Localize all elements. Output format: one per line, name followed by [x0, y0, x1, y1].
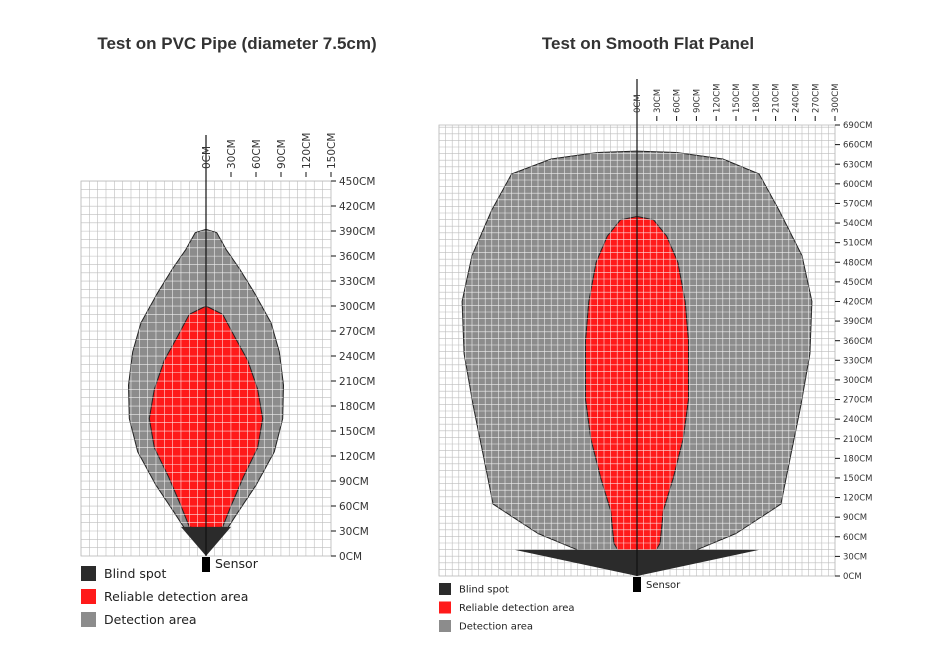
pvc-pipe-chart: Test on PVC Pipe (diameter 7.5cm) Sensor… — [80, 34, 377, 627]
pvc-x-tick-label: 120CM — [301, 133, 313, 169]
pvc-y-tick-label: 210CM — [339, 376, 375, 388]
panel-legend-swatch-blind — [439, 583, 451, 595]
panel-y-tick-label: 570CM — [843, 199, 873, 209]
pvc-x-tick-label: 60CM — [251, 139, 263, 169]
panel-x-tick-label: 30CM — [653, 89, 663, 113]
panel-x-tick-label: 90CM — [692, 89, 702, 113]
panel-legend-swatch-reliable — [439, 601, 451, 614]
panel-y-tick-label: 180CM — [843, 454, 873, 464]
panel-x-tick-label: 300CM — [831, 84, 841, 114]
flat-panel-chart: Test on Smooth Flat Panel Sensor 0CM 30CM 6… — [438, 34, 873, 633]
panel-x-tick-label: 150CM — [732, 84, 742, 114]
panel-y-tick-label: 120CM — [843, 494, 873, 504]
pvc-x-tick-label: 90CM — [276, 139, 288, 169]
panel-y-tick-label: 480CM — [843, 258, 873, 268]
panel-legend-label-blind: Blind spot — [459, 585, 509, 596]
pvc-y-tick-label: 150CM — [339, 426, 375, 438]
panel-y-tick-label: 390CM — [843, 317, 873, 327]
panel-legend: Blind spot Reliable detection area Detecti… — [439, 583, 575, 633]
panel-x-tick-label: 60CM — [673, 89, 683, 113]
pvc-y-tick-label: 60CM — [339, 501, 369, 513]
pvc-axes: Sensor 0CM 30CM 60CM 90CM 120CM 150CM 180CM 210C… — [201, 133, 375, 572]
panel-legend-swatch-detection — [439, 620, 451, 632]
panel-y-tick-label: 150CM — [843, 474, 873, 484]
pvc-legend-label-blind: Blind spot — [104, 566, 166, 581]
pvc-legend-swatch-reliable — [81, 589, 96, 604]
pvc-chart-title: Test on PVC Pipe (diameter 7.5cm) — [97, 34, 376, 53]
pvc-y-tick-label: 300CM — [339, 301, 375, 313]
panel-y-tick-label: 450CM — [843, 278, 873, 288]
panel-y-tick-label: 630CM — [843, 160, 873, 170]
pvc-y-tick-label: 390CM — [339, 226, 375, 238]
panel-y-tick-label: 660CM — [843, 141, 873, 151]
pvc-y-tick-label: 180CM — [339, 401, 375, 413]
panel-legend-label-detection: Detection area — [459, 622, 533, 633]
pvc-y-tick-label: 90CM — [339, 476, 369, 488]
pvc-legend-swatch-detection — [81, 612, 96, 627]
panel-legend-label-reliable: Reliable detection area — [459, 603, 575, 614]
panel-y-tick-label: 600CM — [843, 180, 873, 190]
panel-y-tick-label: 60CM — [843, 533, 867, 543]
panel-y-tick-label: 270CM — [843, 396, 873, 406]
panel-y-tick-label: 240CM — [843, 415, 873, 425]
panel-axes: Sensor 0CM 30CM 60CM 90CM 120CM 150CM 180CM 210C… — [633, 79, 873, 592]
panel-y-tick-label: 210CM — [843, 435, 873, 445]
pvc-y-tick-label: 360CM — [339, 251, 375, 263]
panel-y-tick-label: 330CM — [843, 356, 873, 366]
panel-y-tick-label: 360CM — [843, 337, 873, 347]
panel-chart-title: Test on Smooth Flat Panel — [542, 34, 754, 53]
panel-x-tick-label: 0CM — [633, 94, 643, 113]
pvc-sensor-label: Sensor — [215, 556, 259, 571]
panel-x-tick-label: 180CM — [752, 84, 762, 114]
pvc-y-tick-label: 420CM — [339, 201, 375, 213]
pvc-sensor-icon — [202, 557, 210, 572]
panel-x-tick-label: 120CM — [712, 84, 722, 114]
panel-y-tick-label: 90CM — [843, 513, 867, 523]
pvc-y-tick-label: 120CM — [339, 451, 375, 463]
pvc-legend: Blind spot Reliable detection area Detecti… — [81, 566, 248, 627]
pvc-y-tick-label: 0CM — [339, 551, 362, 563]
pvc-x-tick-label: 0CM — [201, 146, 213, 169]
pvc-y-tick-label: 450CM — [339, 176, 375, 188]
pvc-y-tick-label: 240CM — [339, 351, 375, 363]
panel-x-tick-label: 270CM — [811, 84, 821, 114]
pvc-legend-swatch-blind — [81, 566, 96, 581]
panel-y-tick-label: 540CM — [843, 219, 873, 229]
panel-x-tick-label: 210CM — [772, 84, 782, 114]
pvc-legend-label-detection: Detection area — [104, 612, 197, 627]
panel-sensor-label: Sensor — [646, 580, 681, 591]
panel-x-tick-label: 240CM — [791, 84, 801, 114]
pvc-x-tick-label: 30CM — [226, 139, 238, 169]
panel-y-tick-label: 300CM — [843, 376, 873, 386]
pvc-x-tick-label: 150CM — [326, 133, 338, 169]
pvc-y-tick-label: 330CM — [339, 276, 375, 288]
pvc-y-tick-label: 30CM — [339, 526, 369, 538]
pvc-y-tick-label: 270CM — [339, 326, 375, 338]
panel-sensor-icon — [633, 577, 641, 592]
panel-y-tick-label: 420CM — [843, 298, 873, 308]
panel-y-tick-label: 30CM — [843, 552, 867, 562]
panel-y-tick-label: 690CM — [843, 121, 873, 131]
panel-y-tick-label: 510CM — [843, 239, 873, 249]
pvc-legend-label-reliable: Reliable detection area — [104, 589, 248, 604]
panel-y-tick-label: 0CM — [843, 572, 862, 582]
